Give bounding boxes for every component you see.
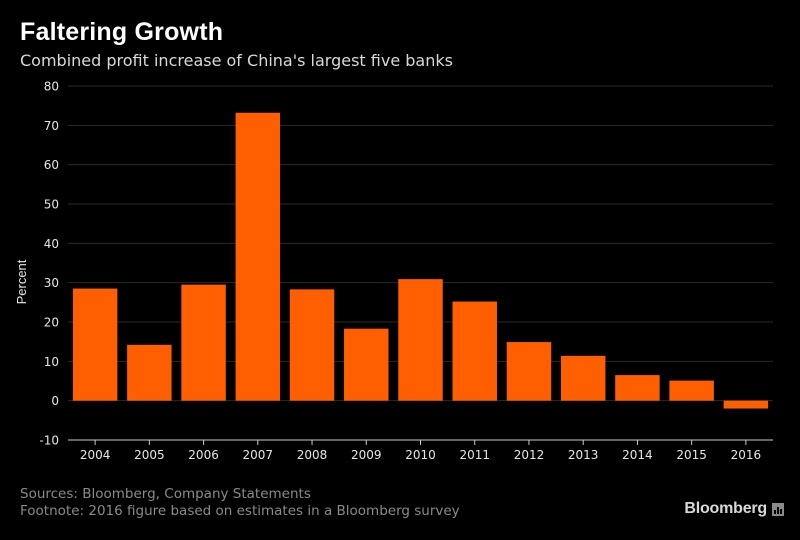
x-tick-labels: 2004 2005 2006 2007 2008 2009 2010 2011 2012 2013… xyxy=(80,448,761,462)
x-tick-label: 2007 xyxy=(243,448,274,462)
bloomberg-logo: Bloomberg xyxy=(684,500,784,518)
x-tick-label: 2004 xyxy=(80,448,111,462)
chart-subtitle: Combined profit increase of China's larg… xyxy=(20,51,453,70)
x-tick-label: 2014 xyxy=(622,448,653,462)
y-tick-label: 0 xyxy=(51,394,59,408)
y-tick-label: 70 xyxy=(44,119,59,133)
x-tick-label: 2006 xyxy=(188,448,219,462)
y-tick-label: 30 xyxy=(44,276,59,290)
axes xyxy=(68,439,773,445)
x-tick-label: 2008 xyxy=(297,448,328,462)
y-tick-label: 20 xyxy=(44,316,59,330)
x-tick-label: 2009 xyxy=(351,448,382,462)
bar-2013 xyxy=(560,355,606,401)
bar-2014 xyxy=(615,375,660,401)
bar-2016 xyxy=(723,400,769,409)
y-tick-label: 10 xyxy=(44,355,59,369)
x-tick-label: 2011 xyxy=(459,448,490,462)
bar-2004 xyxy=(72,288,118,401)
bar-2012 xyxy=(506,342,552,401)
bar-2005 xyxy=(127,344,172,401)
bar-2006 xyxy=(181,284,226,401)
y-tick-label: 60 xyxy=(44,158,59,172)
footnote: Footnote: 2016 figure based on estimates… xyxy=(20,503,460,519)
bar-2015 xyxy=(669,380,714,401)
sources-note: Sources: Bloomberg, Company Statements xyxy=(20,486,311,502)
bar-2010 xyxy=(398,279,443,401)
bars xyxy=(72,112,769,409)
brand-name: Bloomberg xyxy=(684,500,767,517)
y-axis-label: Percent xyxy=(14,259,29,304)
y-tick-label: 50 xyxy=(44,198,59,212)
chart-title: Faltering Growth xyxy=(20,18,224,46)
y-tick-labels: -10 0 10 20 30 40 50 60 70 80 xyxy=(39,80,59,448)
x-tick-label: 2015 xyxy=(676,448,707,462)
y-tick-label: 80 xyxy=(44,80,59,94)
bar-2008 xyxy=(289,289,335,401)
x-tick-label: 2013 xyxy=(568,448,599,462)
x-tick-label: 2005 xyxy=(134,448,165,462)
bar-2011 xyxy=(452,301,497,401)
x-tick-label: 2016 xyxy=(731,448,762,462)
y-tick-label: 40 xyxy=(44,237,59,251)
x-tick-label: 2012 xyxy=(514,448,545,462)
bloomberg-chart-icon xyxy=(772,502,784,516)
y-tick-label: -10 xyxy=(39,434,59,448)
x-tick-label: 2010 xyxy=(405,448,436,462)
bar-2007 xyxy=(235,112,281,401)
bar-2009 xyxy=(344,328,389,401)
